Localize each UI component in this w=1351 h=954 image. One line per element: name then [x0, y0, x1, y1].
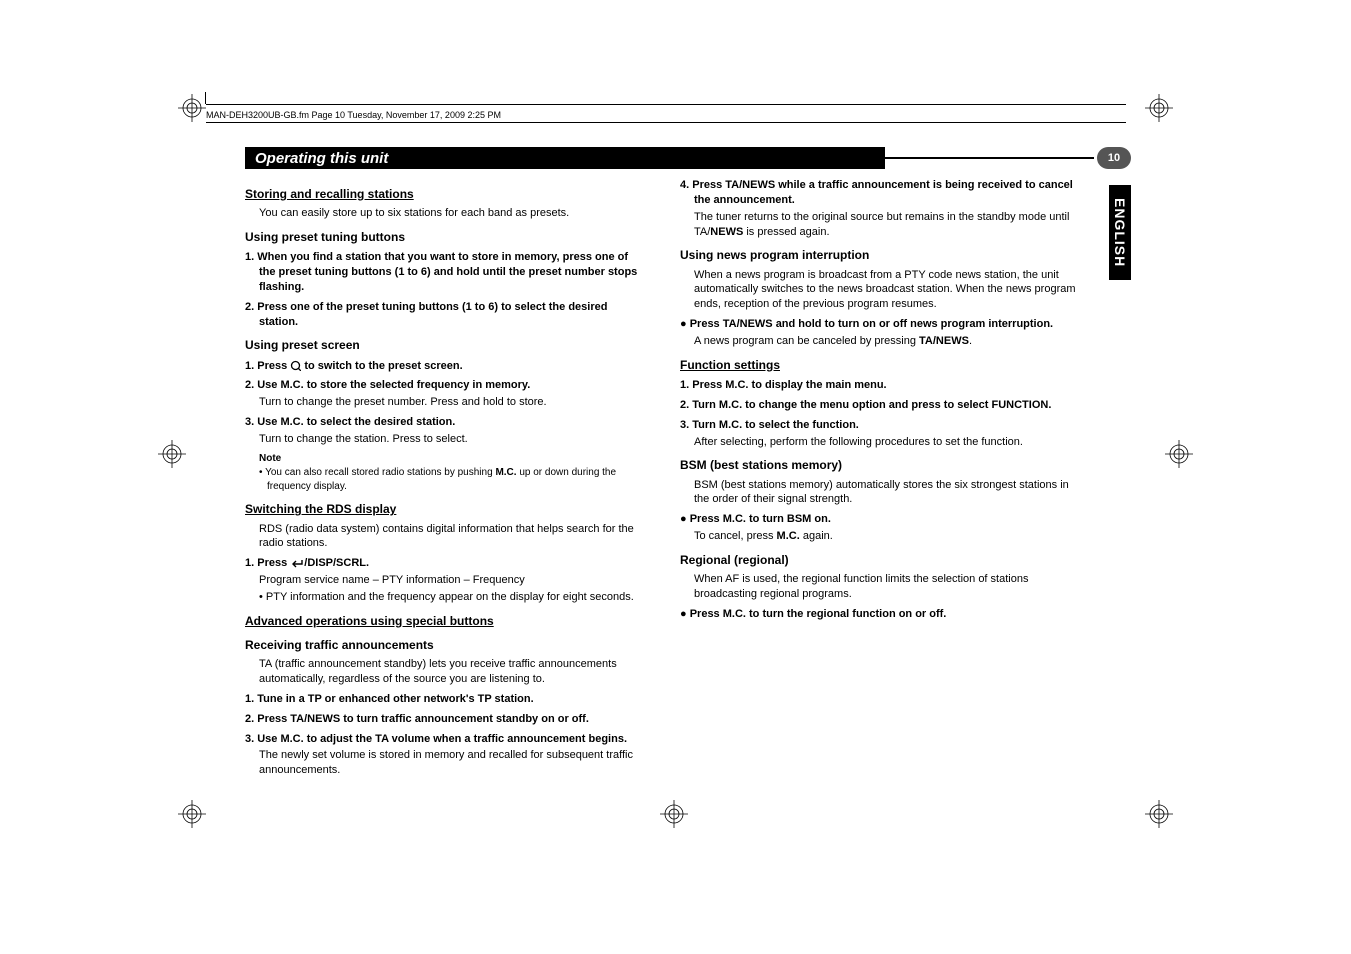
heading-regional: Regional (regional)	[680, 552, 1078, 568]
right-column: 4. Press TA/NEWS while a traffic announc…	[680, 178, 1078, 624]
step-body: After selecting, perform the following p…	[694, 435, 1078, 450]
registration-mark-icon	[660, 800, 688, 828]
step-text: 2. Turn M.C. to change the menu option a…	[680, 398, 1078, 413]
body-fragment: .	[969, 335, 972, 347]
step-text: 1. When you find a station that you want…	[245, 250, 643, 295]
bullet-step: Press TA/NEWS and hold to turn on or off…	[680, 317, 1078, 332]
heading-preset-buttons: Using preset tuning buttons	[245, 229, 643, 245]
body-text: You can easily store up to six stations …	[259, 206, 643, 221]
body-text: TA (traffic announcement standby) lets y…	[259, 657, 643, 687]
registration-mark-icon	[1145, 94, 1173, 122]
step-fragment: to switch to the preset screen.	[301, 360, 462, 372]
body-text: When AF is used, the regional function l…	[694, 572, 1078, 602]
title-rule	[689, 157, 1094, 159]
registration-mark-icon	[178, 800, 206, 828]
body-fragment-bold: TA/NEWS	[919, 335, 969, 347]
registration-mark-icon	[178, 94, 206, 122]
step-fragment: 1. Press	[245, 557, 290, 569]
step-text: 3. Use M.C. to adjust the TA volume when…	[245, 732, 643, 747]
registration-mark-icon	[158, 440, 186, 468]
registration-mark-icon	[1165, 440, 1193, 468]
heading-traffic: Receiving traffic announcements	[245, 637, 643, 653]
note-fragment-bold: M.C.	[495, 467, 516, 478]
body-fragment: again.	[800, 530, 833, 542]
heading-storing: Storing and recalling stations	[245, 186, 643, 202]
note-item: • PTY information and the frequency appe…	[267, 590, 643, 605]
step-text: 4. Press TA/NEWS while a traffic announc…	[680, 178, 1078, 208]
step-fragment: 1. Press	[245, 360, 290, 372]
heading-rds: Switching the RDS display	[245, 501, 643, 517]
step-body: The newly set volume is stored in memory…	[259, 748, 643, 778]
step-body: To cancel, press M.C. again.	[694, 529, 1078, 544]
document-page: MAN-DEH3200UB-GB.fm Page 10 Tuesday, Nov…	[0, 0, 1351, 954]
bullet-text: Press TA/NEWS and hold to turn on or off…	[690, 318, 1053, 330]
step-text: 2. Press TA/NEWS to turn traffic announc…	[245, 712, 643, 727]
heading-news: Using news program interruption	[680, 247, 1078, 263]
step-fragment: /DISP/SCRL.	[304, 557, 369, 569]
step-text: 2. Press one of the preset tuning button…	[245, 300, 643, 330]
body-text: When a news program is broadcast from a …	[694, 268, 1078, 313]
body-text: BSM (best stations memory) automatically…	[694, 478, 1078, 508]
language-tab: ENGLISH	[1109, 185, 1131, 280]
body-fragment-bold: M.C.	[777, 530, 800, 542]
step-body: Turn to change the station. Press to sel…	[259, 432, 643, 447]
registration-mark-icon	[1145, 800, 1173, 828]
return-arrow-icon	[290, 557, 304, 569]
note-heading: Note	[259, 452, 643, 466]
heading-bsm: BSM (best stations memory)	[680, 457, 1078, 473]
step-text: 1. Press /DISP/SCRL.	[245, 556, 643, 571]
bullet-text: Press M.C. to turn the regional function…	[690, 608, 947, 620]
body-text: RDS (radio data system) contains digital…	[259, 522, 643, 552]
page-number-badge: 10	[1097, 147, 1131, 169]
crop-line	[206, 104, 1126, 105]
header-divider	[206, 122, 1126, 123]
step-body: Turn to change the preset number. Press …	[259, 395, 643, 410]
bullet-step: Press M.C. to turn BSM on.	[680, 512, 1078, 527]
step-body: Program service name – PTY information –…	[259, 573, 643, 588]
step-text: 3. Use M.C. to select the desired statio…	[245, 415, 643, 430]
note-item: • You can also recall stored radio stati…	[267, 466, 643, 493]
step-body: The tuner returns to the original source…	[694, 210, 1078, 240]
step-text: 1. Tune in a TP or enhanced other networ…	[245, 692, 643, 707]
body-fragment: is pressed again.	[743, 226, 829, 238]
step-text: 3. Turn M.C. to select the function.	[680, 418, 1078, 433]
section-title: Operating this unit	[255, 150, 388, 167]
page-number: 10	[1108, 152, 1120, 164]
bullet-step: Press M.C. to turn the regional function…	[680, 607, 1078, 622]
list-icon	[290, 360, 301, 372]
step-text: 2. Use M.C. to store the selected freque…	[245, 378, 643, 393]
heading-function: Function settings	[680, 357, 1078, 373]
step-text: 1. Press to switch to the preset screen.	[245, 359, 643, 374]
body-fragment: To cancel, press	[694, 530, 777, 542]
bullet-text: Press M.C. to turn BSM on.	[690, 513, 831, 525]
body-fragment: A news program can be canceled by pressi…	[694, 335, 919, 347]
note-fragment: • You can also recall stored radio stati…	[259, 467, 495, 478]
body-fragment-bold: NEWS	[710, 226, 743, 238]
page-header-meta: MAN-DEH3200UB-GB.fm Page 10 Tuesday, Nov…	[206, 110, 501, 120]
language-label: ENGLISH	[1112, 198, 1128, 267]
step-text: 1. Press M.C. to display the main menu.	[680, 378, 1078, 393]
heading-preset-screen: Using preset screen	[245, 337, 643, 353]
heading-advanced: Advanced operations using special button…	[245, 613, 643, 629]
step-body: A news program can be canceled by pressi…	[694, 334, 1078, 349]
left-column: Storing and recalling stations You can e…	[245, 178, 643, 780]
